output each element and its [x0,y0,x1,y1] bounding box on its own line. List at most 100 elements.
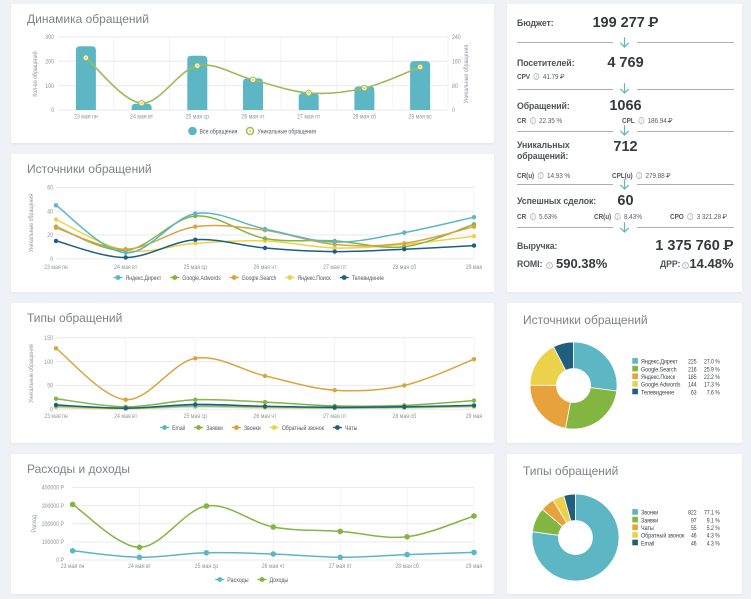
svg-text:Расходы: Расходы [227,577,248,584]
svg-text:Google.Adwords: Google.Adwords [641,382,681,389]
svg-text:24 мая вт: 24 мая вт [114,413,137,420]
svg-text:25.9 %: 25.9 % [704,366,720,373]
svg-text:Чаты: Чаты [345,425,358,432]
svg-text:97: 97 [691,517,697,524]
svg-text:Уникальные обращения: Уникальные обращения [27,194,35,253]
svg-text:23 мая пн: 23 мая пн [44,413,68,420]
svg-text:28 мая сб: 28 мая сб [395,562,419,570]
svg-text:29 мая: 29 мая [466,413,483,420]
svg-text:Источники обращений: Источники обращений [27,162,152,176]
svg-text:Звонки: Звонки [244,425,261,432]
svg-text:240: 240 [452,34,461,41]
svg-text:Телевидение: Телевидение [641,389,674,396]
svg-text:Телевидение: Телевидение [352,275,385,282]
svg-text:100: 100 [45,83,54,90]
svg-text:55: 55 [691,525,697,532]
svg-text:25 мая ср: 25 мая ср [184,264,208,271]
svg-text:Яндекс.Директ: Яндекс.Директ [126,275,162,282]
svg-text:Уникальные обращения: Уникальные обращения [27,344,35,403]
svg-text:822: 822 [688,510,697,517]
svg-text:Email: Email [641,540,655,547]
svg-text:27 мая пт: 27 мая пт [329,563,352,570]
svg-text:46: 46 [691,533,697,540]
svg-text:200: 200 [45,59,54,66]
svg-text:77.1 %: 77.1 % [704,510,720,517]
svg-text:Чаты: Чаты [641,525,654,532]
svg-text:0: 0 [50,406,53,413]
svg-text:27 мая пт: 27 мая пт [323,413,346,420]
svg-text:26 мая чт: 26 мая чт [262,563,285,570]
svg-text:200000 Р: 200000 Р [42,521,64,528]
svg-text:150: 150 [44,335,53,342]
svg-text:25 мая ср: 25 мая ср [184,413,208,420]
svg-text:Динамика обращений: Динамика обращений [27,12,149,26]
svg-text:4.3 %: 4.3 % [707,540,720,547]
svg-text:29 мая вс: 29 мая вс [408,114,432,121]
svg-text:Типы обращений: Типы обращений [27,311,122,325]
svg-text:23 мая пн: 23 мая пн [44,264,68,271]
svg-text:25 мая ср: 25 мая ср [195,563,219,570]
svg-text:24 мая вт: 24 мая вт [130,114,153,121]
svg-text:28 мая сб: 28 мая сб [393,412,417,420]
svg-text:Яндекс.Поиск: Яндекс.Поиск [641,374,675,381]
svg-text:63: 63 [691,389,697,396]
svg-text:80: 80 [452,83,458,90]
svg-text:Расходы и доходы: Расходы и доходы [27,462,130,476]
svg-text:29 мая: 29 мая [466,563,483,570]
svg-text:300000 Р: 300000 Р [42,503,64,510]
svg-text:100000 Р: 100000 Р [42,539,64,546]
svg-text:Звонки: Звонки [641,510,659,517]
svg-text:Источники обращений: Источники обращений [523,313,648,327]
svg-text:0: 0 [50,256,53,263]
svg-text:29 мая: 29 мая [466,264,483,271]
svg-text:Заявки: Заявки [206,425,223,432]
svg-text:50: 50 [47,383,53,390]
svg-text:0: 0 [51,107,54,114]
svg-text:100: 100 [44,359,53,366]
svg-text:25 мая ср: 25 мая ср [186,114,210,121]
svg-text:216: 216 [688,366,697,373]
svg-text:60: 60 [47,185,53,192]
svg-text:Кол-во обращений: Кол-во обращений [31,51,39,97]
svg-text:Все обращения: Все обращения [200,128,238,136]
svg-text:5.2 %: 5.2 % [707,525,720,532]
svg-text:Обратный звонок: Обратный звонок [641,532,684,540]
svg-text:225: 225 [688,359,697,366]
svg-text:28 мая сб: 28 мая сб [393,263,417,271]
svg-text:Email: Email [172,425,185,432]
svg-text:22.2 %: 22.2 % [704,374,720,381]
svg-text:24 мая вт: 24 мая вт [114,264,137,271]
svg-text:7.6 %: 7.6 % [707,389,720,396]
svg-text:185: 185 [688,374,697,381]
svg-text:24 мая вт: 24 мая вт [128,563,151,570]
svg-text:Типы обращений: Типы обращений [523,464,618,478]
svg-text:160: 160 [452,59,461,66]
svg-text:Доходы: Доходы [270,577,289,584]
svg-text:Яндекс.Директ: Яндекс.Директ [641,359,678,366]
svg-text:17.3 %: 17.3 % [704,382,720,389]
svg-text:23 мая пн: 23 мая пн [61,563,85,570]
svg-text:26 мая чт: 26 мая чт [254,413,277,420]
svg-text:20: 20 [47,232,53,239]
svg-text:0: 0 [452,107,455,114]
svg-text:Заявки: Заявки [641,517,658,524]
svg-text:300: 300 [45,34,54,41]
svg-text:4.3 %: 4.3 % [707,533,720,540]
svg-text:26 мая чт: 26 мая чт [242,114,265,121]
svg-text:144: 144 [688,382,697,389]
svg-text:Google.Search: Google.Search [242,275,277,282]
svg-text:26 мая чт: 26 мая чт [254,264,277,271]
svg-text:27 мая пт: 27 мая пт [323,264,346,271]
svg-text:27.0 %: 27.0 % [704,359,720,366]
svg-text:46: 46 [691,540,697,547]
svg-text:Яндекс.Поиск: Яндекс.Поиск [297,275,330,282]
svg-text:Обратный звонок: Обратный звонок [282,424,324,432]
svg-text:Google.Adwords: Google.Adwords [182,275,221,282]
svg-text:27 мая пт: 27 мая пт [297,114,320,121]
svg-text:23 мая пн: 23 мая пн [74,114,98,121]
svg-text:400000 Р: 400000 Р [42,485,64,492]
svg-text:40: 40 [47,208,53,215]
svg-text:Google.Search: Google.Search [641,366,677,373]
svg-text:0 Р: 0 Р [56,557,64,564]
svg-text:28 мая сб: 28 мая сб [353,113,377,121]
